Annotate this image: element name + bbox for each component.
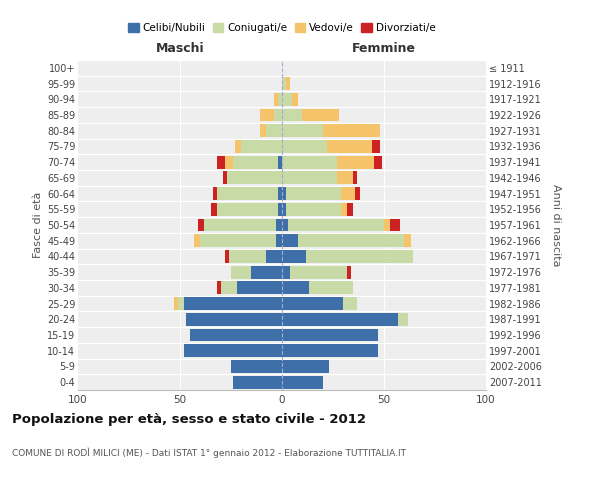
Bar [307,250,413,263]
Bar [231,266,251,278]
Bar [372,140,380,153]
Bar [260,124,266,137]
Bar [282,93,292,106]
Bar [323,124,380,137]
Bar [286,187,341,200]
Bar [390,218,400,232]
Bar [347,266,352,278]
Legend: Celibi/Nubili, Coniugati/e, Vedovi/e, Divorziati/e: Celibi/Nubili, Coniugati/e, Vedovi/e, Di… [124,19,440,38]
Bar [282,218,288,232]
Bar [233,156,278,168]
Y-axis label: Anni di nascita: Anni di nascita [551,184,561,266]
Bar [282,234,298,247]
Bar [302,108,339,122]
Bar [282,203,286,215]
Bar [290,266,347,278]
Bar [200,234,276,247]
Bar [231,360,282,373]
Bar [184,344,282,357]
Text: Femmine: Femmine [352,42,416,56]
Bar [178,297,184,310]
Bar [282,297,343,310]
Bar [286,77,290,90]
Bar [341,187,355,200]
Bar [292,93,298,106]
Bar [190,328,282,342]
Bar [282,250,307,263]
Bar [174,297,178,310]
Bar [260,108,274,122]
Bar [384,218,390,232]
Text: Maschi: Maschi [155,42,205,56]
Bar [343,297,358,310]
Bar [282,77,286,90]
Text: Popolazione per età, sesso e stato civile - 2012: Popolazione per età, sesso e stato civil… [12,412,366,426]
Bar [227,172,282,184]
Bar [282,266,290,278]
Bar [282,313,398,326]
Bar [241,140,282,153]
Bar [186,313,282,326]
Bar [205,218,276,232]
Bar [233,376,282,388]
Bar [286,203,341,215]
Bar [278,187,282,200]
Bar [288,218,384,232]
Bar [404,234,410,247]
Bar [337,172,353,184]
Bar [374,156,382,168]
Bar [225,156,233,168]
Bar [199,218,205,232]
Bar [282,376,323,388]
Bar [282,108,302,122]
Y-axis label: Fasce di età: Fasce di età [32,192,43,258]
Bar [266,124,282,137]
Bar [337,156,374,168]
Bar [217,282,221,294]
Bar [341,203,347,215]
Bar [276,234,282,247]
Bar [237,282,282,294]
Bar [266,250,282,263]
Bar [308,282,353,294]
Bar [282,360,329,373]
Bar [276,218,282,232]
Bar [217,187,278,200]
Bar [282,344,378,357]
Bar [278,156,282,168]
Bar [217,203,278,215]
Bar [398,313,409,326]
Bar [184,297,282,310]
Bar [353,172,358,184]
Bar [327,140,372,153]
Bar [347,203,353,215]
Bar [298,234,404,247]
Bar [282,172,337,184]
Bar [221,282,237,294]
Bar [355,187,359,200]
Bar [212,187,217,200]
Bar [282,124,323,137]
Bar [282,187,286,200]
Text: COMUNE DI RODÌ MILICI (ME) - Dati ISTAT 1° gennaio 2012 - Elaborazione TUTTITALI: COMUNE DI RODÌ MILICI (ME) - Dati ISTAT … [12,448,406,458]
Bar [282,156,337,168]
Bar [274,93,278,106]
Bar [217,156,225,168]
Bar [225,250,229,263]
Bar [251,266,282,278]
Bar [223,172,227,184]
Bar [274,108,282,122]
Bar [278,93,282,106]
Bar [278,203,282,215]
Bar [282,140,327,153]
Bar [211,203,217,215]
Bar [194,234,200,247]
Bar [282,328,378,342]
Bar [229,250,266,263]
Bar [282,282,308,294]
Bar [235,140,241,153]
